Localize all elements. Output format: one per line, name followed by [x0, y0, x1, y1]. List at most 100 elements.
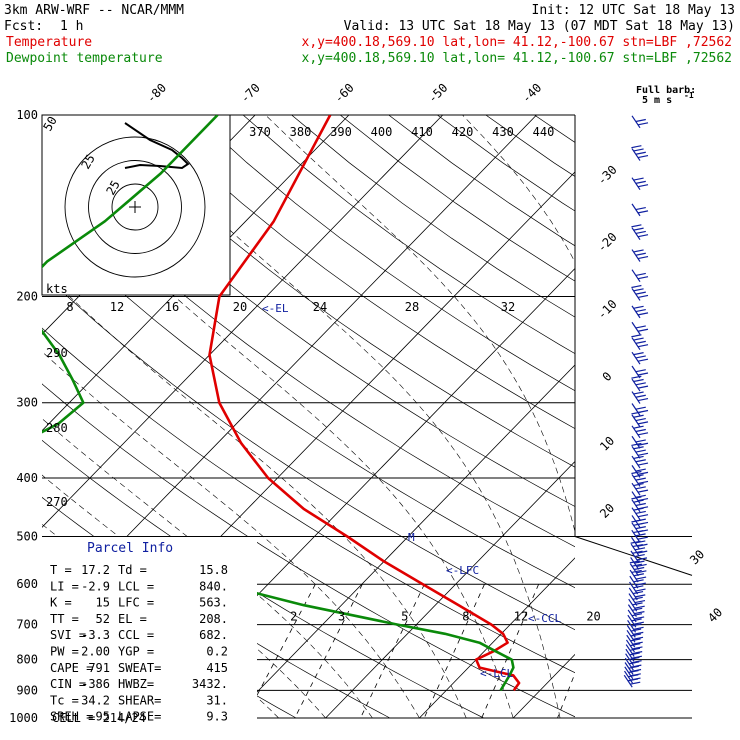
dry-adiabat-350 [48, 115, 575, 507]
dry-adiabat-430 [437, 115, 575, 212]
isotherm-label-40: 40 [705, 605, 725, 625]
parcel-key-1: LI = [50, 579, 79, 593]
speed-label-32: 32 [501, 300, 515, 314]
wind-barb [629, 581, 646, 595]
wind-barb [631, 536, 648, 550]
wind-barb [631, 321, 649, 335]
lcl-label: <-LCL [480, 667, 513, 680]
theta-label-410: 410 [411, 125, 433, 139]
wind-barb [631, 425, 649, 439]
parcel-val2-2: 563. [199, 596, 228, 610]
dewpoint-location: x,y=400.18,569.10 lat,lon= 41.12,-100.67… [302, 51, 732, 66]
parcel-val-3: 52 [96, 612, 110, 626]
parcel-val2-5: 0.2 [206, 645, 228, 659]
hodo-ring-1 [88, 160, 182, 254]
wind-barb [631, 224, 649, 241]
speed-label-28: 28 [405, 300, 419, 314]
parcel-val-8: 34.2 [81, 693, 110, 707]
wind-barb [629, 560, 647, 577]
pressure-label-800: 800 [16, 653, 38, 667]
wind-barb [631, 334, 649, 350]
dry-adiabat-390 [242, 115, 575, 355]
wind-barb [631, 442, 649, 459]
speed-label-20: 20 [233, 300, 247, 314]
moist-adiabat-10 [42, 351, 420, 719]
wind-barb [631, 455, 649, 469]
mixing-ratio-label-2: 2 [290, 610, 297, 624]
wind-barb [631, 435, 649, 449]
parcel-key2-3: EL = [118, 612, 147, 626]
mixing-ratio-line-8 [423, 584, 485, 719]
parcel-val2-1: 840. [199, 579, 228, 593]
parcel-key-7: CIN = [50, 677, 86, 691]
isotherm-label-0: 0 [600, 369, 615, 384]
valid-time: Valid: 13 UTC Sat 18 May 13 (07 MDT Sat … [344, 19, 735, 34]
plot-lower-border [574, 536, 693, 576]
isotherm-label--20: -20 [595, 230, 620, 255]
parcel-key2-0: Td = [118, 563, 147, 577]
parcel-val-6: 791 [88, 661, 110, 675]
parcel-key-2: K = [50, 596, 72, 610]
parcel-val-0: 17.2 [81, 563, 110, 577]
isotherm-40 [701, 115, 740, 718]
wind-barb [631, 411, 649, 428]
wind-barb [628, 587, 646, 601]
wind-barb [631, 177, 649, 191]
parcel-key-0: T = [50, 563, 72, 577]
speed-label-16: 16 [165, 300, 179, 314]
kts-label: kts [46, 282, 68, 296]
mixing-ratio-line-5 [360, 584, 425, 719]
mixing-ratio-label-3: 3 [338, 610, 345, 624]
wind-barb [630, 557, 647, 570]
wind-barb [631, 203, 649, 217]
isotherm-label-20: 20 [597, 501, 617, 521]
parcel-val-2: 15 [96, 596, 110, 610]
dry-adiabat-310 [42, 327, 575, 674]
wind-barb [631, 305, 649, 319]
hodograph-frame [41, 114, 231, 296]
wind-barb [631, 375, 649, 392]
parcel-val2-8: 31. [206, 693, 228, 707]
hodograph: 25 25 50 [40, 114, 231, 296]
wind-barb [630, 540, 648, 557]
pressure-label-500: 500 [16, 529, 38, 543]
wind-barb [631, 145, 649, 161]
isotherm-label--70: -70 [238, 81, 263, 106]
isotherm-label--10: -10 [595, 297, 620, 322]
dry-adiabat-370 [145, 115, 575, 430]
mixing-ratio-line-20 [557, 672, 575, 719]
isotherm-label--50: -50 [425, 81, 450, 106]
parcel-info-box: Parcel Info T = 17.2 Td = 15.8 LI = -2.9 LCL =… [42, 537, 257, 727]
parcel-val-1: -2.9 [81, 579, 110, 593]
wind-barb [631, 115, 649, 129]
hodo-ring-0 [111, 183, 159, 231]
parcel-key2-8: SHEAR= [118, 693, 161, 707]
dry-adiabat-400 [291, 115, 575, 318]
parcel-key2-1: LCL = [118, 579, 154, 593]
theta-label-380: 380 [290, 125, 312, 139]
dry-adiabat-460 [583, 115, 740, 718]
lower-label-290: 290 [46, 346, 68, 360]
pressure-label-900: 900 [16, 683, 38, 697]
lower-label-280: 280 [46, 421, 68, 435]
parcel-val-7: -386 [81, 677, 110, 691]
dry-adiabat-480 [680, 115, 740, 718]
dry-adiabat-300 [42, 383, 575, 718]
parcel-info-rows: T = 17.2 Td = 15.8 LI = -2.9 LCL = 840. K = 15 LFC… [50, 563, 228, 724]
speed-label-12: 12 [110, 300, 124, 314]
isotherm--10 [231, 364, 575, 719]
moist-adiabat-40 [659, 115, 704, 718]
pressure-label-300: 300 [16, 396, 38, 410]
el-label: <-EL [262, 302, 289, 315]
theta-label-430: 430 [492, 125, 514, 139]
forecast-hour: 1 h [60, 19, 83, 34]
parcel-key-4: SVI = [50, 628, 86, 642]
parcel-val2-7: 3432. [192, 677, 228, 691]
init-time: Init: 12 UTC Sat 18 May 13 [532, 3, 736, 18]
mixing-ratio-line-12 [481, 584, 539, 719]
pressure-label-400: 400 [16, 471, 38, 485]
moist-adiabat-15 [42, 268, 467, 719]
pressure-label-100: 100 [16, 108, 38, 122]
wind-barb [631, 284, 649, 301]
